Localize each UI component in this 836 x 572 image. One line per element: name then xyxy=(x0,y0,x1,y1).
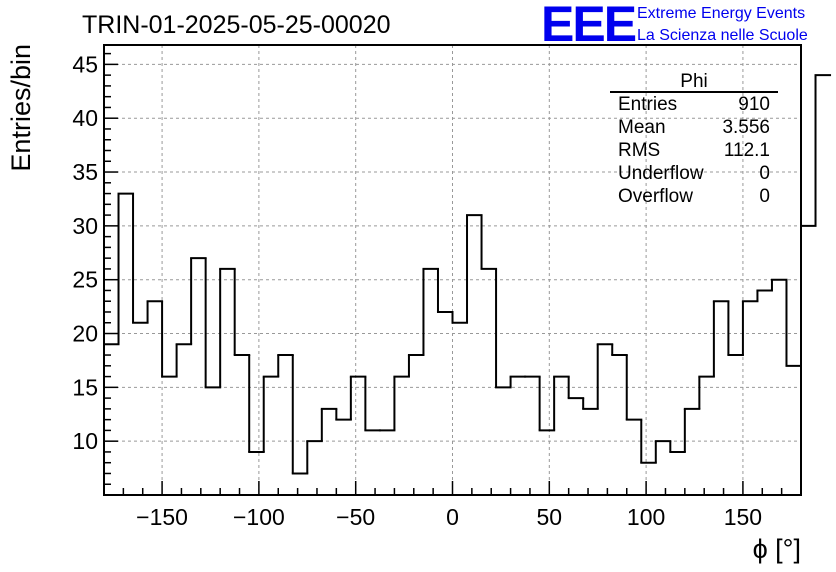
x-tick-label: 100 xyxy=(627,504,665,530)
y-tick-label: 25 xyxy=(72,267,98,293)
y-tick-labels: 10 15 20 25 30 35 40 45 xyxy=(72,51,98,454)
x-tick-label: −50 xyxy=(336,504,375,530)
grid xyxy=(104,45,801,495)
stats-box: Phi Entries 910 Mean 3.556 RMS 112.1 Underflow… xyxy=(610,71,778,207)
stats-value: 0 xyxy=(759,186,770,207)
stats-label: Mean xyxy=(618,117,666,138)
stats-value: 112.1 xyxy=(724,140,770,161)
y-tick-label: 10 xyxy=(72,428,98,454)
stats-title: Phi xyxy=(680,71,707,92)
x-tick-label: 50 xyxy=(537,504,563,530)
logo-line-1: Extreme Energy Events xyxy=(637,5,805,22)
y-tick-label: 45 xyxy=(72,51,98,77)
y-tick-label: 20 xyxy=(72,321,98,347)
stats-value: 3.556 xyxy=(722,117,770,138)
x-tick-label: −100 xyxy=(233,504,285,530)
x-tick-label: 0 xyxy=(446,504,459,530)
x-tick-label: 150 xyxy=(724,504,762,530)
logo: EEE Extreme Energy Events La Scienza nel… xyxy=(541,0,808,52)
chart-title: TRIN-01-2025-05-25-00020 xyxy=(82,11,391,39)
stats-value: 0 xyxy=(759,163,770,184)
stats-label: Underflow xyxy=(618,163,704,184)
y-tick-label: 30 xyxy=(72,213,98,239)
stats-rows: Entries 910 Mean 3.556 RMS 112.1 Underflow 0 Ove… xyxy=(618,94,770,207)
y-axis-title: Entries/bin xyxy=(6,44,36,172)
y-tick-label: 35 xyxy=(72,159,98,185)
histogram-bars xyxy=(103,74,832,475)
logo-line-2: La Scienza nelle Scuole xyxy=(637,27,808,44)
x-tick-labels: −150 −100 −50 0 50 100 150 xyxy=(136,504,762,530)
x-tick-label: −150 xyxy=(136,504,188,530)
stats-label: Overflow xyxy=(618,186,693,207)
axes xyxy=(103,44,802,496)
x-axis-title: ϕ [°] xyxy=(753,534,801,564)
y-tick-label: 40 xyxy=(72,105,98,131)
logo-mark: EEE xyxy=(541,0,636,52)
stats-label: RMS xyxy=(618,140,660,161)
stats-value: 910 xyxy=(738,94,770,115)
stats-label: Entries xyxy=(618,94,677,115)
y-tick-label: 15 xyxy=(72,374,98,400)
